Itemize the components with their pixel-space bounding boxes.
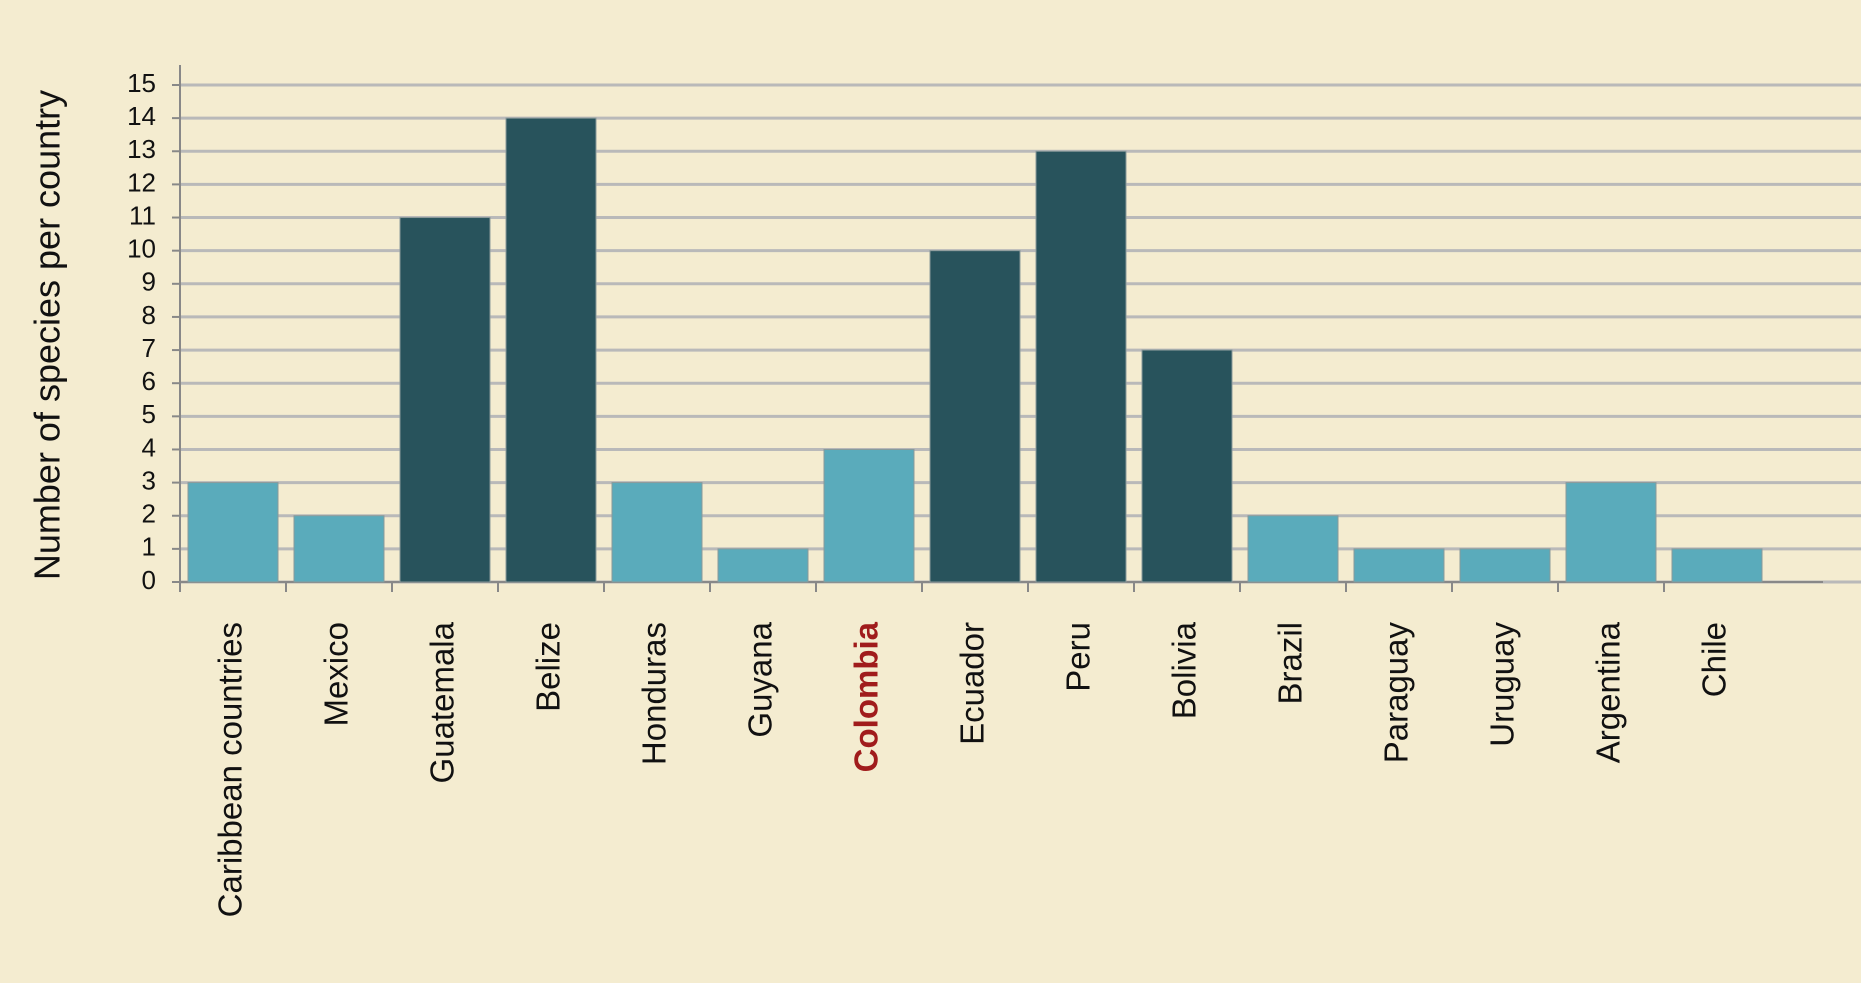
bar — [1353, 548, 1445, 583]
y-tick-label: 9 — [142, 267, 156, 297]
bar — [1035, 150, 1127, 583]
y-tick-label: 6 — [142, 366, 156, 396]
bar — [1141, 349, 1233, 583]
x-tick-label: Brazil — [1272, 622, 1309, 705]
y-axis-label: Number of species per country — [27, 90, 68, 580]
x-tick-label: Ecuador — [954, 622, 991, 745]
y-tick-label: 8 — [142, 300, 156, 330]
x-tick-label: Peru — [1060, 622, 1097, 692]
x-tick-label: Colombia — [848, 621, 885, 772]
y-tick-label: 15 — [127, 68, 156, 98]
bar — [611, 482, 703, 583]
x-tick-label: Honduras — [636, 622, 673, 765]
y-tick-label: 12 — [127, 167, 156, 197]
bar — [1459, 548, 1551, 583]
bar — [1247, 515, 1339, 583]
bar — [1565, 482, 1657, 583]
x-tick-label: Guatemala — [424, 621, 461, 783]
x-tick-label: Bolivia — [1166, 621, 1203, 719]
y-tick-label: 11 — [129, 200, 156, 230]
bar — [293, 515, 385, 583]
y-tick-label: 10 — [127, 234, 156, 264]
bar — [717, 548, 809, 583]
x-tick-label: Chile — [1696, 622, 1733, 697]
x-tick-label: Uruguay — [1484, 622, 1521, 747]
x-tick-label: Caribbean countries — [212, 622, 249, 917]
bar — [399, 217, 491, 583]
y-tick-label: 5 — [142, 399, 156, 429]
bar — [823, 448, 915, 583]
x-tick-label: Mexico — [318, 622, 355, 727]
y-tick-label: 1 — [142, 532, 156, 562]
x-tick-label: Belize — [530, 622, 567, 712]
y-tick-label: 13 — [127, 134, 156, 164]
y-tick-label: 7 — [142, 333, 156, 363]
y-tick-label: 0 — [142, 565, 156, 595]
y-tick-label: 3 — [142, 465, 156, 495]
bar — [1671, 548, 1763, 583]
bar — [505, 117, 597, 583]
y-tick-label: 2 — [142, 499, 156, 529]
y-tick-label: 4 — [142, 432, 156, 462]
x-tick-label: Argentina — [1590, 621, 1627, 763]
bar — [187, 482, 279, 583]
x-tick-label: Guyana — [742, 621, 779, 737]
y-tick-label: 14 — [127, 101, 156, 131]
bar — [929, 250, 1021, 583]
x-tick-label: Paraguay — [1378, 622, 1415, 764]
